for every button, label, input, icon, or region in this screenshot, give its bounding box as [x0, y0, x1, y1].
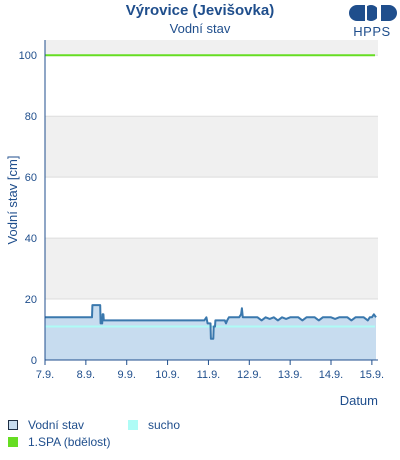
chart-subtitle: Vodní stav: [169, 21, 231, 36]
hpps-logo-icon: [349, 5, 397, 21]
legend-label-spa1: 1.SPA (bdělost): [28, 435, 111, 449]
y-tick-label: 0: [31, 355, 37, 367]
water-level-line: [45, 304, 377, 340]
hpps-logo: HPPS: [344, 4, 400, 42]
y-tick-label: 60: [25, 172, 37, 184]
x-tick-label: 14.9.: [319, 369, 343, 381]
x-tick-label: 15.9.: [360, 369, 384, 381]
y-tick-label: 100: [19, 50, 37, 62]
logo-text: HPPS: [353, 24, 391, 39]
x-tick-label: 7.9.: [36, 369, 54, 381]
grid-band: [45, 116, 378, 178]
grid-band: [45, 40, 378, 56]
grid-band: [45, 238, 378, 300]
x-axis-title: Datum: [340, 393, 378, 408]
legend-item-sucho: sucho: [128, 418, 180, 432]
x-tick-label: 10.9.: [155, 369, 179, 381]
legend-label-sucho: sucho: [148, 418, 181, 432]
legend-label-water-level: Vodní stav: [28, 418, 85, 432]
x-tick-label: 13.9.: [278, 369, 302, 381]
legend-item-spa1: 1.SPA (bdělost): [8, 435, 111, 449]
x-tick-label: 8.9.: [77, 369, 95, 381]
chart-title: Výrovice (Jevišovka): [125, 2, 275, 19]
y-tick-label: 80: [25, 111, 37, 123]
legend-swatch-sucho: [128, 420, 138, 430]
legend-swatch-water-level: [8, 420, 18, 430]
x-tick-label: 9.9.: [118, 369, 136, 381]
y-axis-title: Vodní stav [cm]: [5, 156, 20, 245]
y-tick-label: 20: [25, 294, 37, 306]
x-tick-label: 11.9.: [197, 369, 221, 381]
y-tick-label: 40: [25, 233, 37, 245]
legend-swatch-spa1: [8, 437, 18, 447]
legend-item-water-level: Vodní stav: [8, 418, 84, 432]
water-level-chart: 0 20 40 60 80 100 7.9. 8.9. 9.9. 10.9. 11.9. 12.9. 1…: [5, 40, 384, 408]
x-tick-label: 12.9.: [237, 369, 261, 381]
